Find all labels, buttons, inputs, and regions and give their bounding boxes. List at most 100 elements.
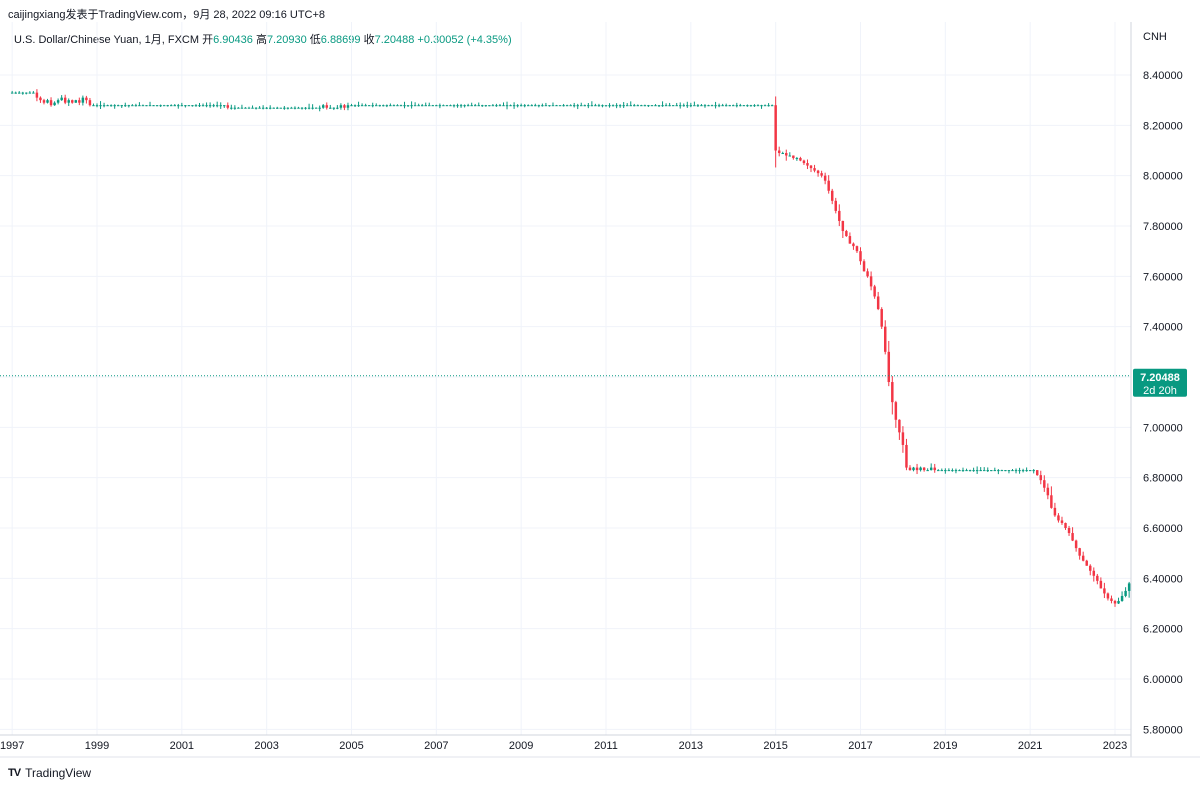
candle-body (56, 100, 60, 103)
x-tick-label: 2019 (933, 740, 957, 752)
candle-body (654, 105, 657, 107)
candle-body (35, 92, 39, 98)
high-label: 高 (255, 34, 267, 46)
candle-body (891, 382, 894, 403)
candle-body (127, 105, 131, 107)
candle-body (1064, 522, 1067, 528)
y-tick-label: 6.80000 (1143, 473, 1183, 485)
candle-body (212, 105, 215, 107)
candle-body (491, 105, 495, 107)
candle-body (307, 107, 311, 109)
brand-name[interactable]: TradingView (25, 766, 92, 780)
x-tick-label: 2009 (509, 740, 533, 752)
candle-body (922, 467, 926, 471)
candle-body (795, 158, 799, 160)
candle-body (947, 470, 951, 472)
tradingview-logo-icon[interactable]: TV (8, 767, 21, 779)
candle-body (636, 105, 640, 107)
candle-body (703, 105, 707, 107)
close-value: 7.20488 (374, 34, 415, 46)
candle-body (838, 210, 841, 221)
candle-body (710, 105, 714, 107)
candle-body (1004, 470, 1007, 472)
candle-body (908, 467, 912, 471)
candle-body (597, 105, 601, 107)
candle-body (544, 105, 548, 107)
candle-body (975, 470, 979, 472)
candle-body (809, 165, 813, 169)
candle-body (661, 105, 664, 107)
candle-body (979, 470, 982, 472)
candle-body (452, 105, 456, 107)
candle-body (986, 470, 989, 472)
candle-body (1113, 600, 1117, 604)
candle-body (254, 107, 258, 109)
candle-body (502, 105, 505, 107)
candle-body (954, 470, 958, 472)
candle-body (696, 105, 700, 107)
candle-body (399, 105, 403, 107)
candle-body (594, 105, 597, 107)
candle-body (463, 105, 466, 107)
candle-body (671, 105, 675, 107)
candle-body (1011, 470, 1014, 472)
candle-body (823, 175, 827, 181)
candle-body (360, 105, 364, 107)
candle-body (159, 105, 162, 107)
x-tick-label: 2015 (763, 740, 787, 752)
candle-body (495, 105, 498, 107)
candle-body (353, 105, 357, 107)
candle-body (735, 105, 739, 107)
candle-body (1124, 590, 1127, 596)
candle-body (314, 107, 318, 109)
candle-body (1057, 515, 1060, 521)
candle-body (78, 100, 81, 103)
candle-body (569, 105, 572, 107)
candle-body (194, 105, 198, 107)
candle-body (131, 105, 134, 107)
candle-body (268, 107, 272, 109)
x-tick-label: 2007 (424, 740, 448, 752)
open-label: 开 (202, 34, 214, 46)
candle-body (590, 105, 594, 107)
candle-body (1046, 487, 1050, 496)
candle-body (802, 160, 806, 164)
candle-body (548, 105, 551, 107)
candle-body (230, 107, 233, 109)
x-tick-label: 2001 (170, 740, 194, 752)
candle-body (746, 105, 749, 107)
candle-body (1032, 470, 1035, 472)
candle-body (541, 105, 544, 107)
x-tick-label: 2021 (1018, 740, 1042, 752)
candle-body (968, 470, 972, 472)
candle-body (332, 107, 336, 109)
candle-body (905, 444, 908, 468)
candle-body (134, 105, 138, 107)
candle-body (781, 153, 784, 155)
candle-body (329, 107, 332, 109)
y-tick-label: 8.00000 (1143, 171, 1183, 183)
candle-body (1021, 470, 1025, 472)
candle-body (894, 402, 898, 420)
y-tick-label: 7.40000 (1143, 322, 1183, 334)
candle-body (283, 107, 286, 109)
candle-body (336, 107, 339, 109)
candle-body (155, 105, 159, 107)
candle-body (551, 105, 555, 107)
candle-body (852, 243, 855, 247)
candle-body (343, 105, 346, 108)
candle-body (17, 92, 21, 94)
candle-body (848, 236, 852, 244)
candle-body (208, 105, 212, 107)
candle-body (71, 100, 74, 103)
candle-body (749, 105, 753, 107)
candle-body (580, 105, 583, 107)
candle-body (562, 105, 565, 107)
y-tick-label: 7.00000 (1143, 422, 1183, 434)
candle-body (855, 246, 859, 252)
candle-body (714, 105, 717, 107)
candle-body (109, 105, 113, 107)
candle-body (958, 470, 961, 472)
candle-body (901, 432, 905, 445)
